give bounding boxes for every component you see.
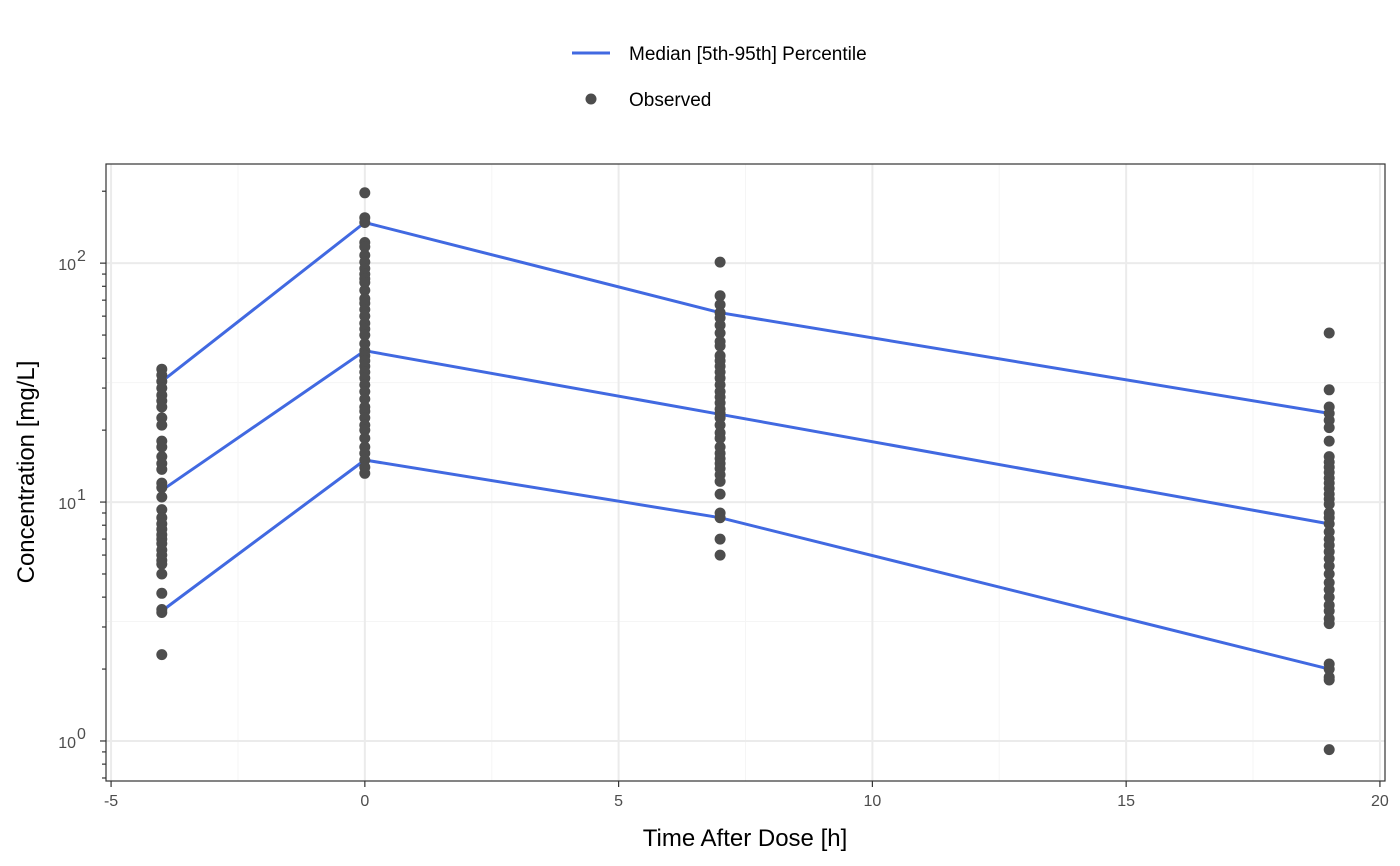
observed-point xyxy=(1323,744,1335,756)
y-tick-label-exponent: 1 xyxy=(77,487,86,504)
observed-point xyxy=(156,504,168,516)
observed-point xyxy=(1323,498,1335,510)
observed-point xyxy=(714,432,726,444)
x-tick-label: 5 xyxy=(614,793,623,810)
x-axis-title: Time After Dose [h] xyxy=(643,825,848,852)
observed-point xyxy=(1323,422,1335,434)
observed-point xyxy=(714,488,726,500)
observed-point xyxy=(714,549,726,561)
x-tick-label: 20 xyxy=(1371,793,1389,810)
observed-point xyxy=(156,482,168,494)
legend-label-percentile: Median [5th-95th] Percentile xyxy=(629,44,867,65)
observed-point xyxy=(359,424,371,436)
observed-point xyxy=(359,284,371,296)
observed-point xyxy=(156,463,168,475)
observed-point xyxy=(156,441,168,453)
y-tick-label: 10 xyxy=(58,257,76,274)
observed-point xyxy=(1323,605,1335,617)
x-axis: -5 0 5 10 15 20 xyxy=(104,781,1389,810)
x-tick-label: 0 xyxy=(360,793,369,810)
observed-point xyxy=(1323,518,1335,530)
observed-point xyxy=(156,401,168,413)
observed-point xyxy=(714,299,726,311)
observed-point xyxy=(156,491,168,503)
series-line-percentile-95th xyxy=(160,221,1330,415)
observed-point xyxy=(156,558,168,570)
y-tick-label: 10 xyxy=(58,735,76,752)
observed-point xyxy=(1323,674,1335,686)
observed-point xyxy=(156,568,168,580)
legend-label-observed: Observed xyxy=(629,90,711,111)
observed-point xyxy=(359,329,371,341)
observed-point xyxy=(714,319,726,331)
observed-point xyxy=(714,327,726,339)
observed-point xyxy=(359,241,371,253)
x-tick-label: -5 xyxy=(104,793,118,810)
observed-point xyxy=(714,512,726,524)
observed-point xyxy=(359,432,371,444)
observed-point xyxy=(359,393,371,405)
observed-point xyxy=(1323,384,1335,396)
observed-points xyxy=(156,187,1335,756)
legend-point-swatch xyxy=(585,93,597,105)
observed-point xyxy=(714,533,726,545)
observed-point xyxy=(1323,568,1335,580)
observed-point xyxy=(1323,591,1335,603)
y-tick-label-exponent: 2 xyxy=(77,248,86,265)
observed-point xyxy=(359,217,371,228)
observed-point xyxy=(714,475,726,487)
observed-point xyxy=(714,290,726,302)
y-tick-label: 10 xyxy=(58,496,76,513)
observed-point xyxy=(156,649,168,661)
observed-point xyxy=(359,187,371,199)
percentile-lines xyxy=(160,221,1330,671)
observed-point xyxy=(714,256,726,268)
observed-point xyxy=(156,607,168,618)
observed-point xyxy=(359,277,371,288)
y-tick-label-exponent: 0 xyxy=(77,726,86,743)
observed-point xyxy=(1323,327,1335,339)
observed-point xyxy=(1323,435,1335,447)
y-axis-title: Concentration [mg/L] xyxy=(13,361,40,584)
x-tick-label: 15 xyxy=(1117,793,1135,810)
observed-point xyxy=(156,587,168,599)
series-line-percentile-5th xyxy=(160,458,1330,671)
legend: Median [5th-95th] Percentile Observed xyxy=(572,44,867,111)
observed-point xyxy=(714,419,726,431)
observed-point xyxy=(1323,618,1335,630)
x-tick-label: 10 xyxy=(863,793,881,810)
plot-panel-border xyxy=(105,163,1386,782)
observed-point xyxy=(1323,560,1335,572)
observed-point xyxy=(156,419,168,431)
series-line-median xyxy=(160,349,1330,526)
observed-point xyxy=(359,467,371,479)
observed-point xyxy=(1323,663,1335,675)
observed-point xyxy=(714,340,726,352)
